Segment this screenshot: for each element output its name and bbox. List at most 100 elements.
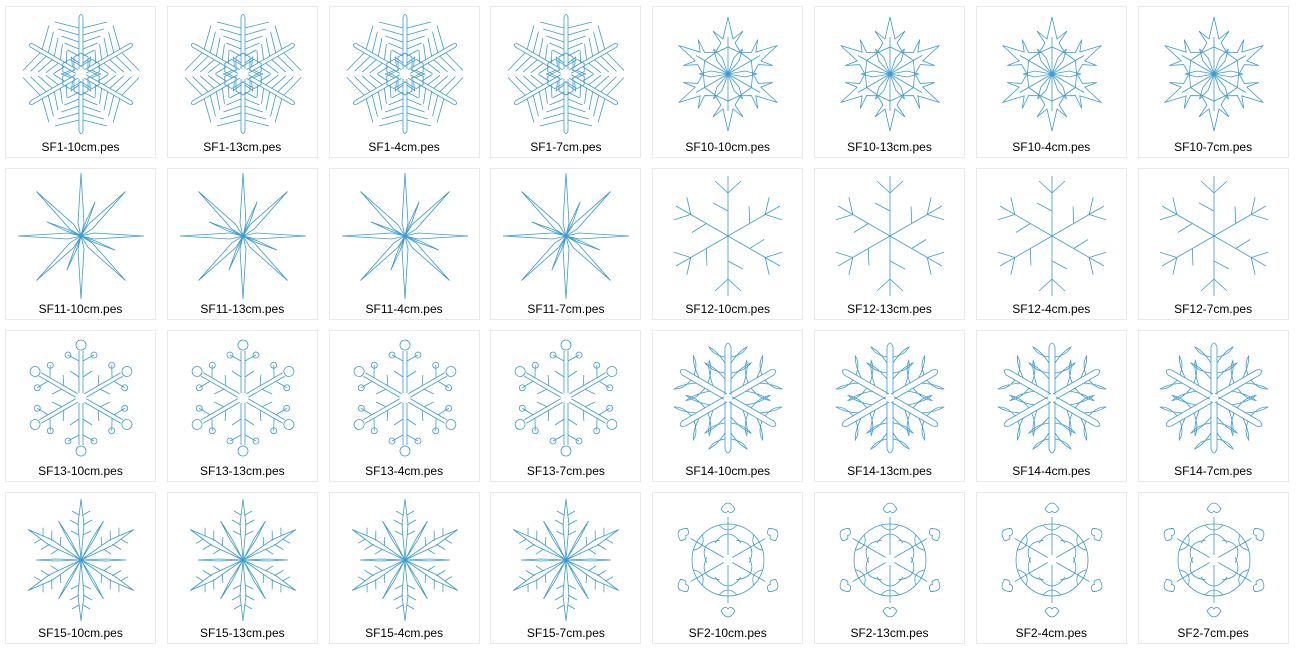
snowflake-arm (839, 557, 886, 592)
snowflake-arm (242, 527, 296, 561)
snowflake-arm (29, 361, 78, 398)
snowflake-arm (404, 191, 450, 237)
snowflake-arm (549, 339, 583, 393)
file-tile[interactable]: SF11-7cm.pes (490, 168, 642, 320)
file-tile[interactable]: SF14-13cm.pes (813, 330, 965, 482)
file-tile[interactable]: SF14-7cm.pes (1137, 330, 1289, 482)
snowflake-arm (1163, 528, 1210, 563)
file-tile[interactable]: SF1-13cm.pes (166, 6, 318, 158)
snowflake-arm (1217, 528, 1264, 563)
snowflake-arm (378, 77, 431, 134)
file-tile[interactable]: SF15-7cm.pes (490, 492, 642, 644)
file-name: SF15-7cm.pes (526, 626, 605, 640)
file-tile[interactable]: SF12-7cm.pes (1137, 168, 1289, 320)
snowflake-arm (566, 232, 630, 240)
snowflake-arm (673, 235, 729, 275)
file-tile[interactable]: SF13-4cm.pes (328, 330, 480, 482)
snowflake-arm (839, 528, 886, 563)
file-tile[interactable]: SF10-10cm.pes (652, 6, 804, 158)
snowflake-ray (80, 235, 116, 251)
file-tile[interactable]: SF2-7cm.pes (1137, 492, 1289, 644)
snowflake-arm (508, 69, 568, 123)
file-tile[interactable]: SF1-7cm.pes (490, 6, 642, 158)
snowflake-arm (404, 235, 450, 281)
file-tile[interactable]: SF15-13cm.pes (166, 492, 318, 644)
eight-point-star-icon (17, 172, 145, 300)
snowflake-arm (241, 69, 302, 123)
file-tile[interactable]: SF15-4cm.pes (328, 492, 480, 644)
snowflake-arm (569, 361, 618, 398)
file-tile[interactable]: SF13-10cm.pes (5, 330, 156, 482)
snowflake-spike (860, 70, 891, 78)
snowflake-spike (1036, 48, 1053, 75)
snowflake-spike (242, 520, 266, 561)
snowflake-arm (997, 235, 1052, 275)
file-name: SF1-7cm.pes (530, 140, 602, 154)
snowflake-arm (80, 232, 145, 240)
snowflake-arm (1198, 74, 1229, 132)
file-tile[interactable]: SF12-13cm.pes (813, 168, 965, 320)
snowflake-arm (1214, 395, 1269, 442)
snowflake-spike (1051, 73, 1067, 100)
snowflake-spike (359, 558, 405, 562)
snowflake-arm (1213, 235, 1268, 275)
snowflake-arm (997, 197, 1052, 237)
snowflake-arm (890, 395, 945, 442)
file-tile[interactable]: SF15-10cm.pes (5, 492, 156, 644)
snowflake-arm (889, 197, 945, 237)
snowflake-arm (1038, 502, 1066, 555)
snowflake-arm (569, 398, 618, 435)
snowflake-spike (1213, 73, 1229, 100)
snowflake-spike (566, 559, 590, 600)
snowflake-arm (179, 232, 243, 240)
snowflake-arm (515, 361, 564, 398)
snowflake-ray (390, 235, 405, 271)
snowflake-arm (378, 14, 431, 71)
file-tile[interactable]: SF11-13cm.pes (166, 168, 318, 320)
snowflake-arm (216, 14, 269, 71)
file-tile[interactable]: SF1-10cm.pes (5, 6, 156, 158)
file-tile[interactable]: SF10-13cm.pes (813, 6, 965, 158)
snowflake-spike (80, 559, 104, 600)
snowflake-arm (540, 14, 593, 71)
snowflake-arm (894, 528, 941, 563)
file-tile[interactable]: SF13-13cm.pes (166, 330, 318, 482)
file-tile[interactable]: SF2-10cm.pes (652, 492, 804, 644)
file-tile[interactable]: SF2-13cm.pes (813, 492, 965, 644)
snowflake-arm (216, 77, 269, 134)
file-tile[interactable]: SF2-4cm.pes (975, 492, 1127, 644)
snowflake-arm (1036, 16, 1068, 74)
snowflake-arm (865, 342, 915, 395)
file-name: SF13-7cm.pes (526, 464, 605, 478)
snowflake-arm (513, 559, 567, 593)
snowflake-arm (36, 191, 82, 237)
snowflake-arm (996, 395, 1051, 442)
snowflake-arm (242, 232, 306, 240)
file-tile[interactable]: SF1-4cm.pes (328, 6, 480, 158)
snowflake-leaf-icon (673, 342, 784, 454)
snowflake-arm (351, 559, 405, 593)
snowflake-arm (876, 236, 906, 296)
file-tile[interactable]: SF11-10cm.pes (5, 168, 156, 320)
snowflake-arm (403, 69, 463, 123)
file-tile[interactable]: SF12-4cm.pes (975, 168, 1127, 320)
snowflake-arm (36, 235, 82, 281)
file-tile[interactable]: SF12-10cm.pes (652, 168, 804, 320)
snowflake-arm (84, 398, 133, 435)
file-tile[interactable]: SF14-10cm.pes (652, 330, 804, 482)
snowflake-arm (1198, 16, 1229, 74)
snowflake-arm (712, 176, 742, 236)
snowflake-arm (555, 498, 578, 561)
snowflake-stars-icon (678, 16, 778, 132)
file-tile[interactable]: SF14-4cm.pes (975, 330, 1127, 482)
snowflake-ray (404, 235, 439, 251)
file-tile[interactable]: SF10-4cm.pes (975, 6, 1127, 158)
snowflake-arm (566, 191, 612, 237)
file-grid: SF1-10cm.pes SF1-13cm.pes SF1-4cm.pes SF1-7… (5, 6, 1289, 644)
snowflake-branch-icon (997, 176, 1107, 296)
snowflake-arm (521, 235, 567, 281)
snowflake-arm (714, 502, 742, 555)
file-tile[interactable]: SF13-7cm.pes (490, 330, 642, 482)
file-tile[interactable]: SF10-7cm.pes (1137, 6, 1289, 158)
file-tile[interactable]: SF11-4cm.pes (328, 168, 480, 320)
